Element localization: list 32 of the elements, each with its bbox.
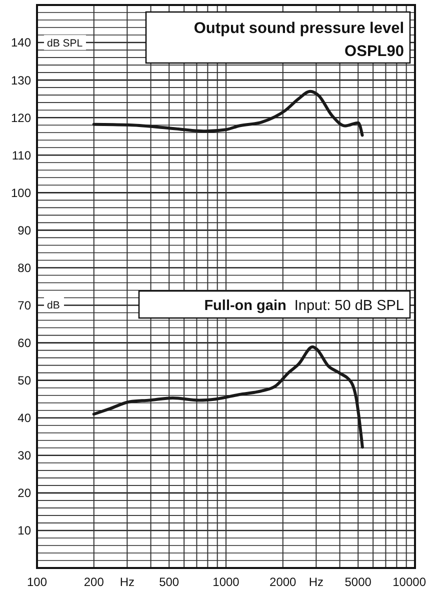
x-tick-label: 5000 [344,575,372,589]
y-tick-label: 50 [18,374,32,388]
text-box: Output sound pressure level OSPL90 [145,11,411,64]
annotation: dB SPL [47,38,83,50]
annotation: Full-on gain [204,298,286,314]
y-tick-label: 20 [18,486,32,500]
y-tick-label: 130 [10,73,32,88]
annotation: dB [47,300,60,312]
y-tick-label: 110 [12,148,32,162]
y-tick-label: 70 [18,298,32,312]
y-tick-label: 10 [18,524,32,538]
annotation: Output sound pressure level [194,20,404,37]
y-tick-label: 100 [10,186,32,200]
y-tick-label: 80 [18,260,32,275]
x-tick-label: 500 [159,575,180,589]
x-tick-label: 100 [26,575,48,589]
x-tick-label: 2000 [270,575,297,589]
x-tick-label: Hz [120,575,135,589]
x-tick-label: 200 [84,575,104,589]
annotation: Input: 50 dB SPL [294,298,404,314]
y-tick-label: 60 [18,336,32,350]
y-tick-label: 30 [18,448,32,463]
x-tick-label: 1000 [212,575,240,589]
y-tick-label: 90 [18,223,32,238]
y-tick-label: 40 [18,411,32,426]
x-tick-label: 10000 [392,575,426,589]
y-tick-label: 140 [10,36,32,50]
x-tick-label: Hz [308,575,324,589]
unit-tag: dB SPL [44,35,86,50]
text-box: Full-on gain Input: 50 dB SPL [138,290,411,319]
y-tick-label: 120 [10,110,32,125]
annotation: OSPL90 [344,43,404,60]
